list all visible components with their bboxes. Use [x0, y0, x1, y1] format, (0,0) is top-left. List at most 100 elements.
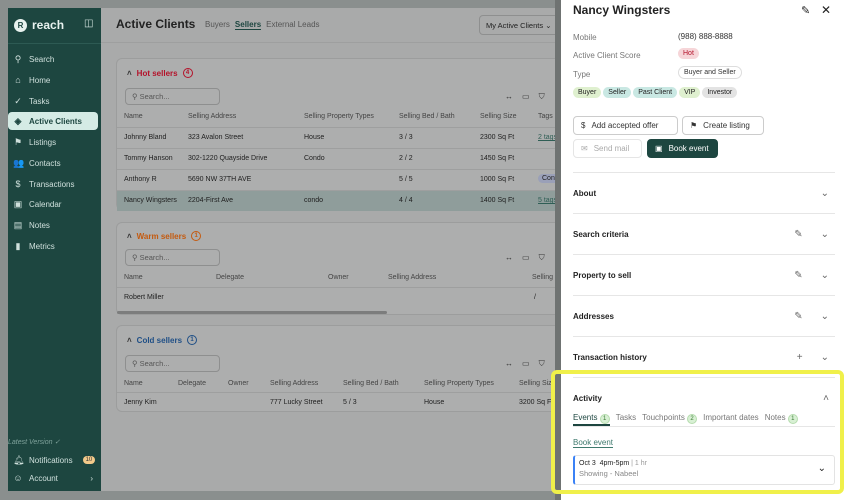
column-header[interactable]: Delegate [216, 274, 245, 281]
section-activity[interactable]: Activity ˄ [573, 377, 835, 418]
table-row[interactable]: Robert Miller / [117, 287, 577, 308]
cold-search-input[interactable]: ⚲ Search... [125, 355, 220, 372]
column-header[interactable]: Selling Address [388, 274, 437, 281]
sidebar-item-home[interactable]: ⌂ Home [8, 71, 101, 89]
column-header[interactable]: Selling Property Types [424, 380, 494, 387]
table-tools[interactable]: ↔▭⛉ [505, 253, 554, 263]
create-listing-button[interactable]: ⚑ Create listing [682, 116, 764, 135]
table-row[interactable]: Jenny Kim 777 Lucky Street 5 / 3 House 3… [117, 392, 577, 413]
sidebar-item-contacts[interactable]: 👥 Contacts [8, 154, 101, 172]
column-header[interactable]: Tags [538, 113, 553, 120]
table-tools[interactable]: ↔▭⛉ [505, 92, 554, 102]
sidebar-item-listings[interactable]: ⚑ Listings [8, 133, 101, 151]
warm-search-input[interactable]: ⚲ Search... [125, 249, 220, 266]
tag-chip: Past Client [633, 87, 678, 98]
edit-icon[interactable]: ✎ [801, 5, 811, 17]
density-icon[interactable]: ▭ [522, 92, 539, 101]
close-icon[interactable]: ✕ [821, 3, 832, 17]
placeholder: Search... [139, 359, 170, 368]
sidebar-item-notes[interactable]: ▤ Notes [8, 216, 101, 234]
sidebar-item-tasks[interactable]: ✓ Tasks [8, 92, 101, 110]
pencil-icon[interactable]: ✎ [794, 310, 803, 322]
section-about[interactable]: About ⌄ [573, 172, 835, 213]
table-row[interactable]: Anthony R 5690 NW 37TH AVE 5 / 5 1000 Sq Ft… [117, 169, 577, 190]
cell[interactable]: 5 tags [538, 197, 558, 204]
column-header[interactable]: Selling Address [270, 380, 319, 387]
cold-sellers-card: ˄ Cold sellers 1 ⚲ Search... ↔▭⛉ Name Dele… [116, 325, 577, 413]
column-header[interactable]: Selling Bed / Bath [399, 113, 455, 120]
notifications-button[interactable]: 🔔︎ Notifications 10 [8, 451, 101, 469]
tab-external-leads[interactable]: External Leads [266, 20, 320, 29]
chevron-down-icon[interactable]: ⌄ [820, 310, 829, 322]
tab-sellers[interactable]: Sellers [234, 20, 262, 30]
tab-touchpoints[interactable]: Touchpoints 2 [642, 413, 698, 424]
section-property-to-sell[interactable]: Property to sell ✎ ⌄ [573, 254, 835, 295]
column-header[interactable]: Selling Size [519, 380, 556, 387]
tab-events[interactable]: Events 1 [573, 413, 610, 426]
fit-columns-icon[interactable]: ↔ [505, 92, 522, 101]
cell: 323 Avalon Street [188, 134, 244, 141]
column-header[interactable]: Owner [228, 380, 249, 387]
cell[interactable]: Condo [538, 174, 567, 183]
column-header[interactable]: Selling [532, 274, 554, 281]
column-header[interactable]: Name [124, 274, 143, 281]
book-event-button[interactable]: ▣ Book event [647, 139, 718, 158]
tab-buyers[interactable]: Buyers [205, 20, 230, 29]
column-header[interactable]: Selling Address [188, 113, 237, 120]
chevron-down-icon[interactable]: ⌄ [820, 187, 829, 199]
column-header[interactable]: Selling Size [480, 113, 517, 120]
density-icon[interactable]: ▭ [522, 253, 539, 262]
reach-logo-icon: R [14, 18, 27, 32]
tab-tasks[interactable]: Tasks [615, 413, 637, 422]
sidebar-item-calendar[interactable]: ▣ Calendar [8, 195, 101, 213]
sidebar-item-search[interactable]: ⚲ Search [8, 50, 101, 68]
warm-sellers-header[interactable]: ˄ Warm sellers 1 [127, 231, 202, 241]
event-card[interactable]: Oct 3 4pm-5pm | 1 hr Showing - Nabeel ⌄ [573, 455, 835, 485]
section-addresses[interactable]: Addresses ✎ ⌄ [573, 295, 835, 336]
table-tools[interactable]: ↔▭⛉ [505, 359, 554, 369]
mobile-value[interactable]: (988) 888-8888 [678, 32, 733, 41]
cell[interactable]: 2 tags [538, 134, 558, 141]
chevron-down-icon[interactable]: ⌄ [820, 269, 829, 281]
add-accepted-offer-button[interactable]: $ Add accepted offer [573, 116, 678, 135]
filter-icon[interactable]: ⛉ [538, 253, 554, 262]
fit-columns-icon[interactable]: ↔ [505, 359, 522, 368]
density-icon[interactable]: ▭ [522, 359, 539, 368]
column-header[interactable]: Owner [328, 274, 349, 281]
send-mail-button[interactable]: ✉ Send mail [573, 139, 642, 158]
section-search-criteria[interactable]: Search criteria ✎ ⌄ [573, 213, 835, 254]
tab-notes[interactable]: Notes 1 [765, 413, 798, 424]
chevron-down-icon[interactable]: ⌄ [817, 463, 826, 474]
horizontal-scrollbar[interactable] [117, 311, 387, 314]
pencil-icon[interactable]: ✎ [794, 228, 803, 240]
sidebar-item-metrics[interactable]: ▮ Metrics [8, 237, 101, 255]
fit-columns-icon[interactable]: ↔ [505, 253, 522, 262]
sidebar-item-transactions[interactable]: $ Transactions [8, 175, 101, 193]
filter-icon[interactable]: ⛉ [538, 359, 554, 368]
hot-search-input[interactable]: ⚲ Search... [125, 88, 220, 105]
book-event-link[interactable]: Book event [573, 438, 614, 448]
collapse-sidebar-icon[interactable]: ◫ [84, 18, 94, 29]
column-header[interactable]: Name [124, 380, 143, 387]
sidebar-item-active-clients[interactable]: ◈ Active Clients [8, 112, 98, 130]
tab-important-dates[interactable]: Important dates [703, 413, 759, 422]
cell: Tommy Hanson [124, 155, 173, 162]
chevron-down-icon[interactable]: ⌄ [820, 351, 829, 363]
chevron-down-icon[interactable]: ⌄ [820, 228, 829, 240]
cell: House [304, 134, 325, 141]
hot-sellers-header[interactable]: ˄ Hot sellers 4 [127, 68, 193, 78]
column-header[interactable]: Name [124, 113, 143, 120]
filter-icon[interactable]: ⛉ [538, 92, 554, 101]
pencil-icon[interactable]: ✎ [794, 269, 803, 281]
table-row[interactable]: Johnny Bland 323 Avalon Street House 3 / 3 2… [117, 127, 577, 148]
table-row[interactable]: Nancy Wingsters 2204-First Ave condo 4 / 4 1… [117, 190, 577, 211]
table-row[interactable]: Tommy Hanson 302-1220 Quayside Drive Condo… [117, 148, 577, 169]
column-header[interactable]: Delegate [178, 380, 207, 387]
section-transaction-history[interactable]: Transaction history + ⌄ [573, 336, 835, 377]
column-header[interactable]: Selling Bed / Bath [343, 380, 399, 387]
plus-icon[interactable]: + [796, 351, 803, 363]
cold-sellers-header[interactable]: ˄ Cold sellers 1 [127, 335, 198, 345]
column-header[interactable]: Selling Property Types [304, 113, 374, 120]
account-button[interactable]: ☺ Account › [8, 469, 101, 487]
chevron-up-icon[interactable]: ˄ [823, 392, 829, 404]
